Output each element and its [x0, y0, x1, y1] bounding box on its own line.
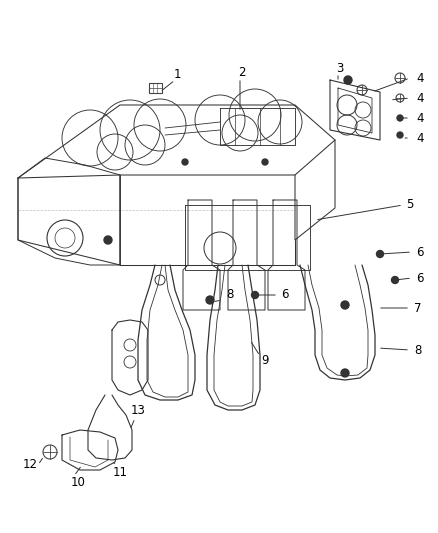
Circle shape [397, 132, 403, 138]
Text: 8: 8 [226, 288, 234, 302]
Text: 4: 4 [416, 132, 424, 144]
Circle shape [206, 296, 214, 304]
Text: 4: 4 [416, 111, 424, 125]
Circle shape [341, 369, 349, 377]
Text: 7: 7 [414, 302, 422, 314]
Circle shape [182, 159, 188, 165]
Text: 4: 4 [416, 92, 424, 104]
Text: 11: 11 [113, 465, 127, 479]
Circle shape [341, 301, 349, 309]
Circle shape [377, 251, 384, 257]
Circle shape [104, 236, 112, 244]
Text: 4: 4 [416, 71, 424, 85]
Circle shape [251, 292, 258, 298]
Text: 6: 6 [281, 288, 289, 302]
Text: 6: 6 [416, 246, 424, 259]
Text: 9: 9 [261, 353, 269, 367]
Text: 12: 12 [22, 458, 38, 472]
Circle shape [262, 159, 268, 165]
Text: 1: 1 [173, 69, 181, 82]
Text: 5: 5 [406, 198, 413, 212]
Text: 6: 6 [416, 271, 424, 285]
Text: 10: 10 [71, 475, 85, 489]
Text: 8: 8 [414, 343, 422, 357]
Circle shape [397, 115, 403, 121]
Text: 3: 3 [336, 61, 344, 75]
Circle shape [392, 277, 399, 284]
Text: 2: 2 [238, 66, 246, 78]
Bar [148, 83, 162, 93]
Text: 13: 13 [131, 403, 145, 416]
Circle shape [344, 76, 352, 84]
